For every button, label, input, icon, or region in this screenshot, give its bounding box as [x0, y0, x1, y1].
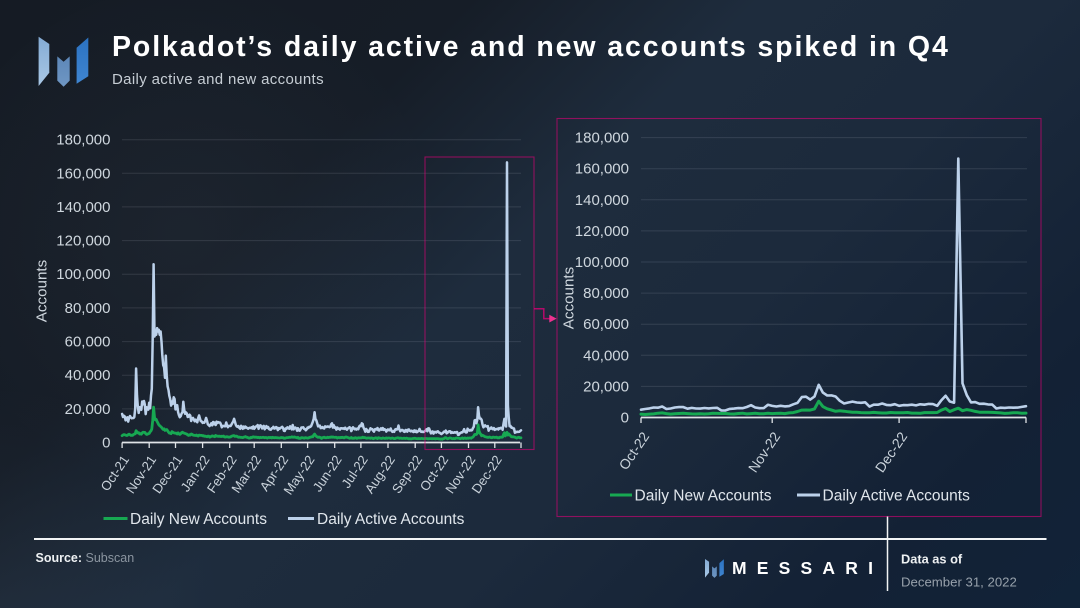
- svg-text:80,000: 80,000: [65, 300, 111, 317]
- svg-text:60,000: 60,000: [583, 316, 629, 333]
- svg-text:Daily Active Accounts: Daily Active Accounts: [317, 511, 465, 528]
- svg-text:Oct-22: Oct-22: [616, 429, 653, 473]
- svg-text:100,000: 100,000: [56, 266, 110, 283]
- svg-text:80,000: 80,000: [583, 285, 629, 302]
- svg-text:Daily New Accounts: Daily New Accounts: [130, 511, 267, 528]
- svg-text:Jun-22: Jun-22: [310, 453, 345, 495]
- svg-text:Daily Active Accounts: Daily Active Accounts: [823, 488, 971, 505]
- svg-text:140,000: 140,000: [575, 192, 629, 209]
- svg-text:140,000: 140,000: [56, 199, 110, 216]
- svg-text:Nov-22: Nov-22: [745, 429, 784, 476]
- svg-text:40,000: 40,000: [583, 347, 629, 364]
- svg-text:20,000: 20,000: [583, 378, 629, 395]
- svg-text:180,000: 180,000: [56, 132, 110, 149]
- svg-text:40,000: 40,000: [65, 367, 111, 384]
- svg-text:Daily New Accounts: Daily New Accounts: [635, 488, 772, 505]
- svg-text:Accounts: Accounts: [34, 259, 51, 322]
- svg-text:Accounts: Accounts: [561, 266, 578, 329]
- svg-text:100,000: 100,000: [575, 254, 629, 271]
- svg-text:120,000: 120,000: [56, 233, 110, 250]
- svg-text:160,000: 160,000: [56, 165, 110, 182]
- svg-text:160,000: 160,000: [575, 161, 629, 178]
- svg-text:December 31, 2022: December 31, 2022: [901, 575, 1017, 590]
- svg-text:20,000: 20,000: [65, 401, 111, 418]
- svg-text:MESSARI: MESSARI: [732, 558, 883, 578]
- svg-text:0: 0: [621, 410, 629, 427]
- svg-text:Source: Subscan: Source: Subscan: [36, 551, 135, 565]
- svg-text:Daily active and new accounts: Daily active and new accounts: [112, 71, 324, 88]
- svg-text:0: 0: [102, 435, 110, 452]
- svg-text:180,000: 180,000: [575, 130, 629, 147]
- svg-text:120,000: 120,000: [575, 223, 629, 240]
- svg-text:Dec-22: Dec-22: [872, 429, 911, 476]
- svg-text:Polkadot’s daily active and ne: Polkadot’s daily active and new accounts…: [112, 31, 950, 63]
- svg-text:60,000: 60,000: [65, 334, 111, 351]
- svg-text:Data as of: Data as of: [901, 552, 963, 567]
